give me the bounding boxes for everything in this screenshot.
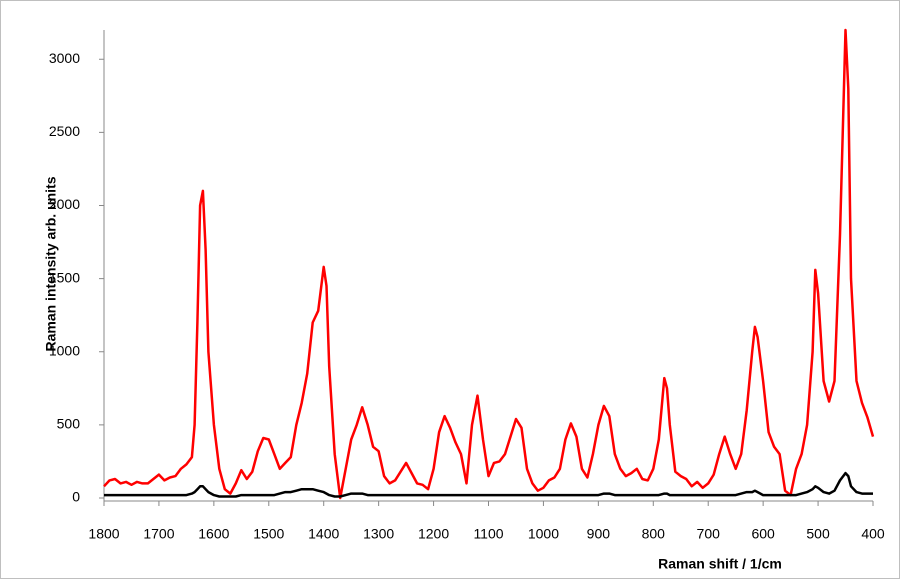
x-tick-label: 1500	[253, 526, 284, 542]
x-tick-label: 700	[697, 526, 721, 542]
x-tick-label: 600	[751, 526, 775, 542]
x-tick-label: 1000	[528, 526, 559, 542]
x-tick-label: 1200	[418, 526, 449, 542]
y-tick-label: 500	[57, 416, 81, 432]
x-tick-label: 1100	[473, 526, 503, 542]
y-tick-label: 2500	[49, 123, 80, 139]
x-tick-label: 1600	[198, 526, 229, 542]
y-tick-label: 3000	[49, 50, 80, 66]
x-tick-label: 900	[587, 526, 611, 542]
y-tick-label: 0	[72, 489, 80, 505]
x-tick-label: 1800	[88, 526, 119, 542]
x-axis-title: Raman shift / 1/cm	[658, 556, 782, 572]
series-line	[103, 28, 875, 500]
y-tick-label: 1000	[49, 342, 80, 358]
y-axis-title: Raman intensity arb. units	[43, 176, 59, 351]
y-tick-label: 2000	[49, 196, 80, 212]
x-tick-label: 1400	[308, 526, 339, 542]
x-tick-label: 1700	[143, 526, 174, 542]
x-tick-label: 800	[642, 526, 666, 542]
x-tick-label: 1300	[363, 526, 394, 542]
x-tick-label: 400	[861, 526, 885, 542]
series-line	[104, 471, 873, 498]
x-tick-label: 500	[806, 526, 830, 542]
y-tick-label: 1500	[49, 269, 80, 285]
